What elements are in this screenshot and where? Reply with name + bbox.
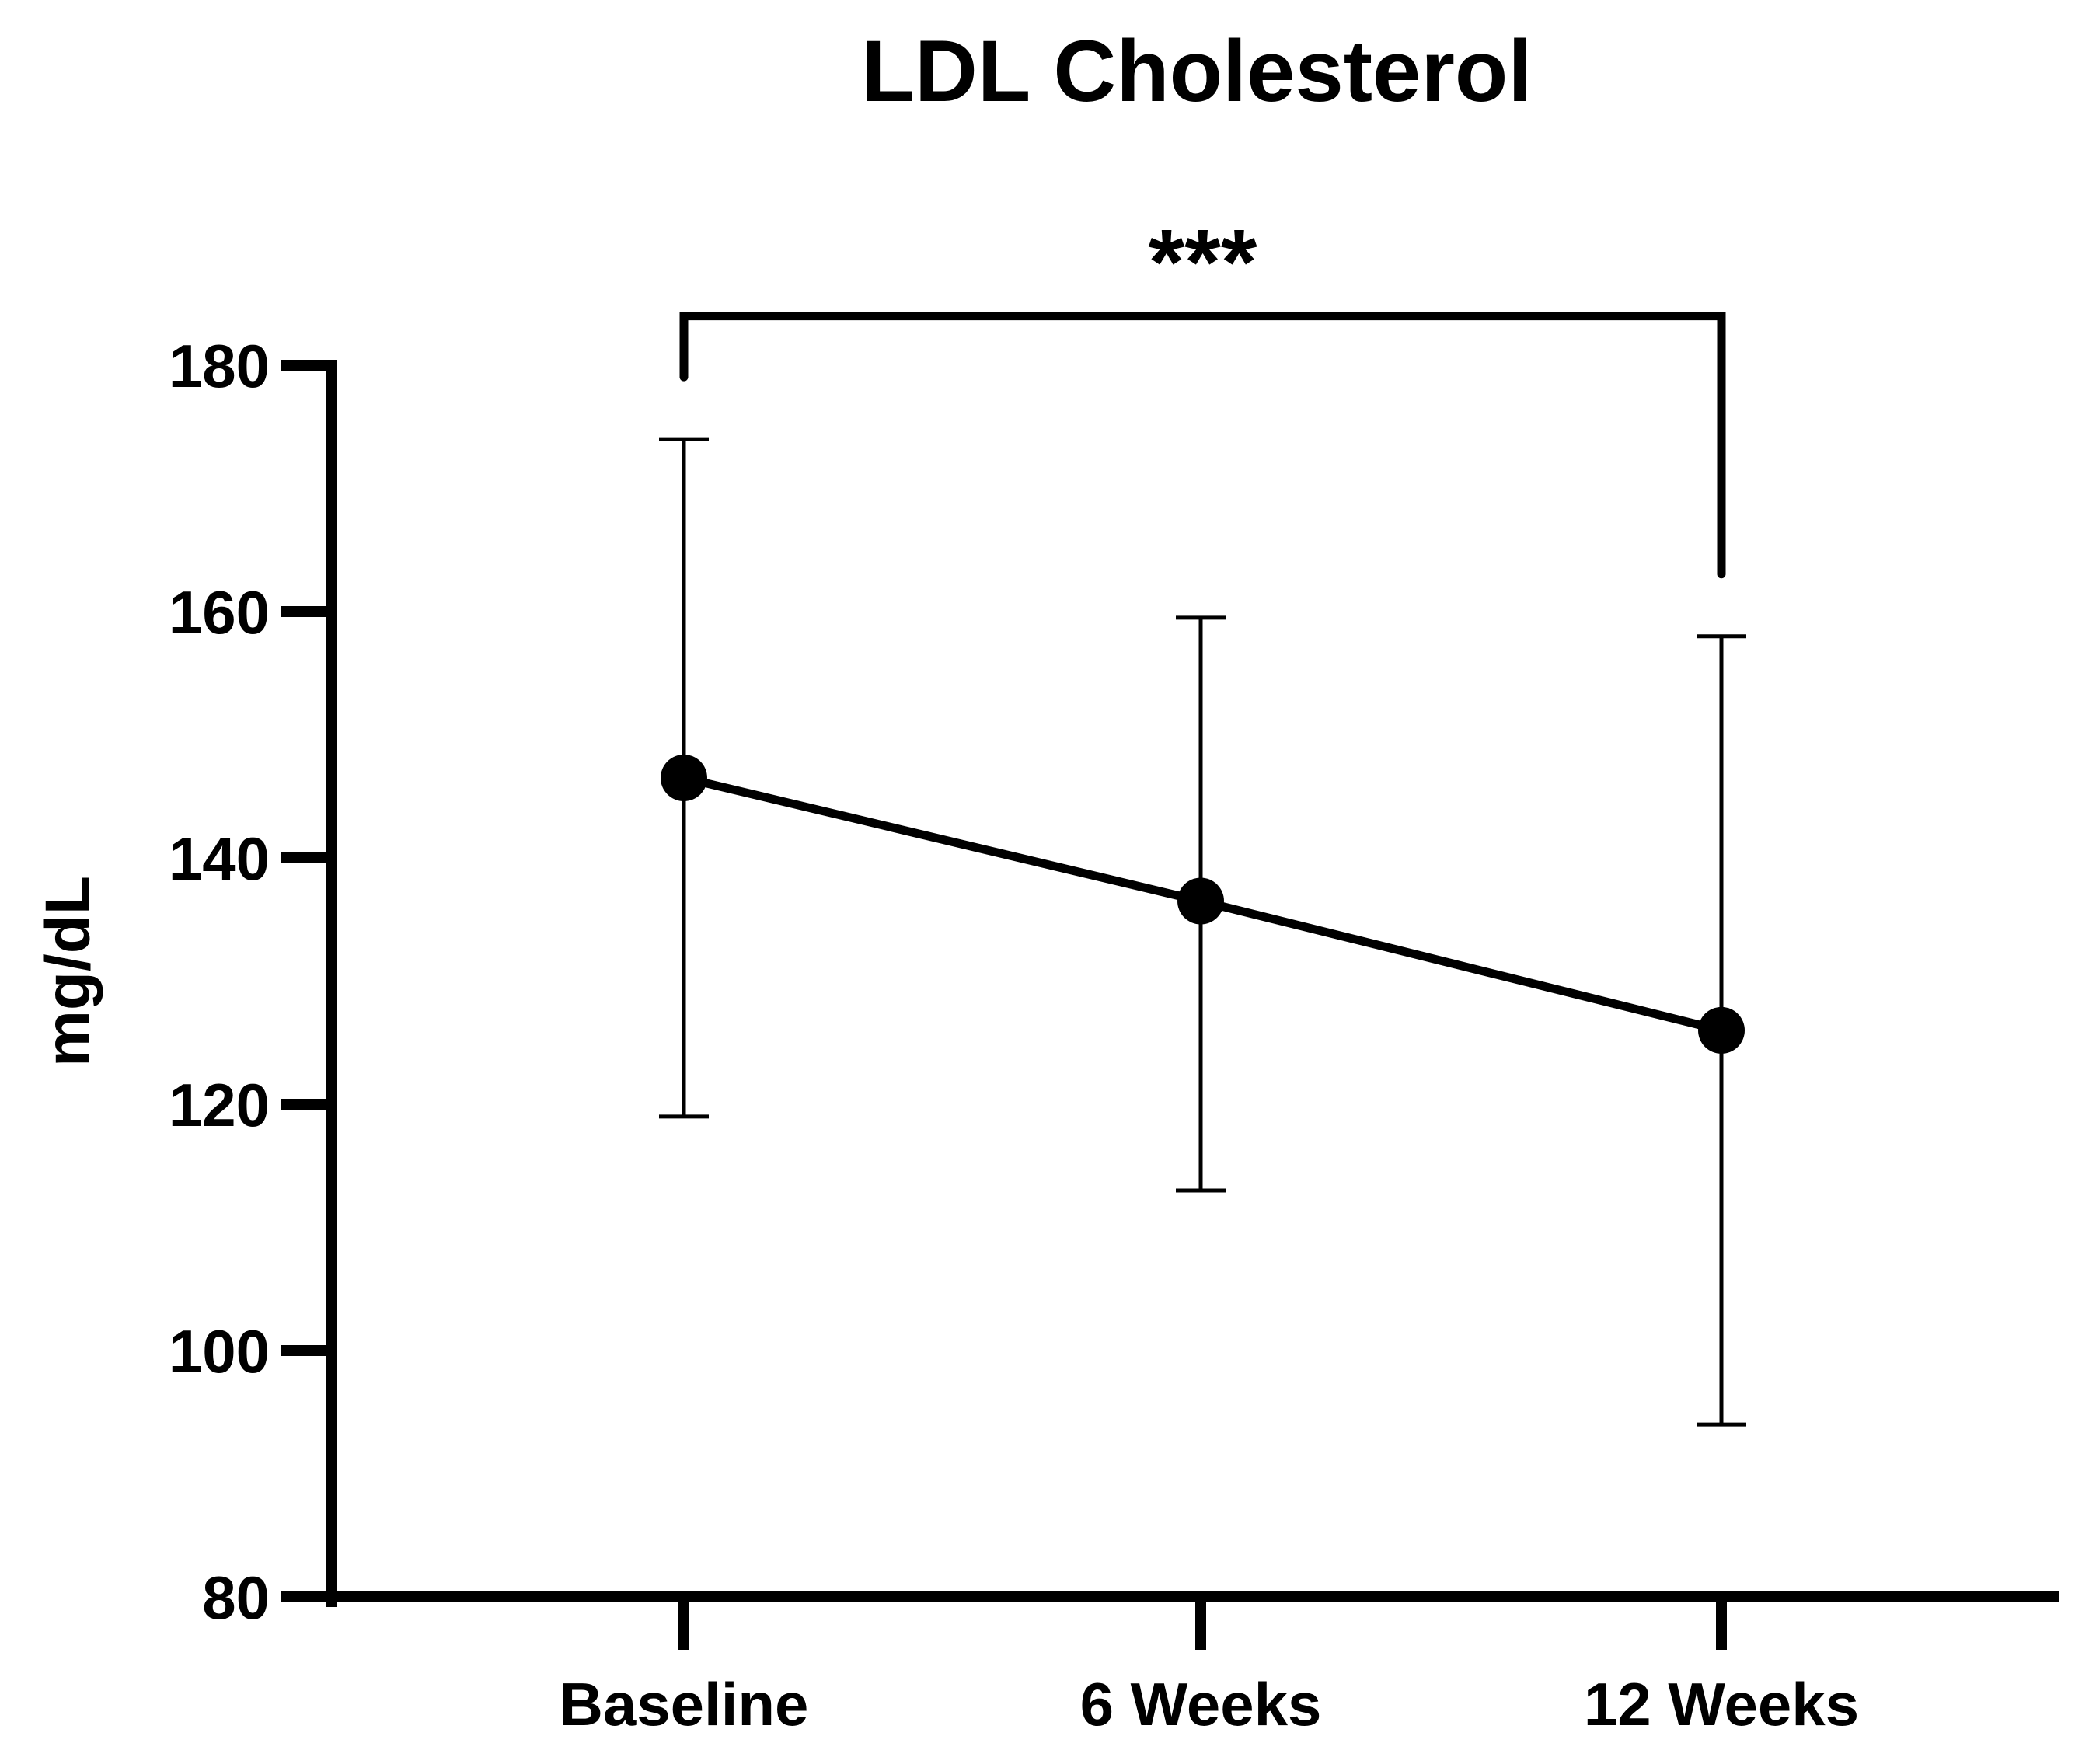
data-point-baseline [661, 754, 707, 801]
y-tick-label: 160 [169, 578, 270, 647]
y-axis-ticks: 80 100 120 140 160 180 [169, 332, 332, 1632]
x-axis-ticks: Baseline 6 Weeks 12 Weeks [560, 1597, 1859, 1738]
significance-bracket: *** [679, 211, 1726, 579]
y-tick-label: 140 [169, 824, 270, 893]
error-bars [659, 437, 1746, 1427]
data-series [661, 754, 1745, 1054]
data-point-12-weeks [1698, 1006, 1745, 1054]
x-tick-label: 6 Weeks [1080, 1670, 1322, 1738]
y-tick-label: 120 [169, 1071, 270, 1139]
x-tick-label: Baseline [560, 1670, 809, 1738]
y-axis-label: mg/dL [33, 876, 103, 1067]
y-tick-label: 180 [169, 332, 270, 400]
y-tick-label: 100 [169, 1317, 270, 1386]
y-tick-label: 80 [202, 1564, 270, 1632]
significance-label: *** [1148, 211, 1257, 315]
x-tick-label: 12 Weeks [1584, 1670, 1859, 1738]
chart-title: LDL Cholesterol [862, 23, 1533, 120]
data-point-6-weeks [1177, 877, 1224, 925]
significance-bracket-line [679, 312, 1726, 579]
axes [326, 360, 2059, 1607]
